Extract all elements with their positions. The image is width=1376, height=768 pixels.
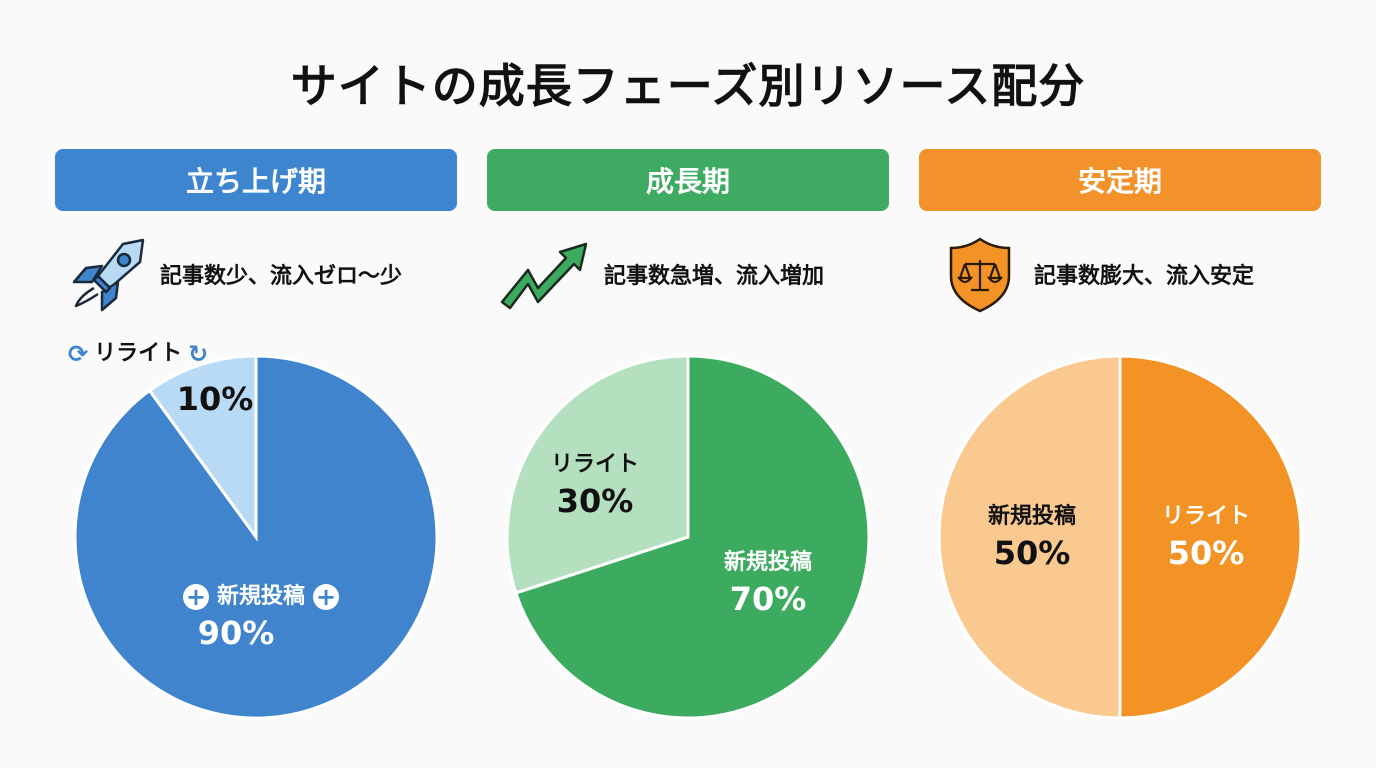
- pie1-rewrite-percent: 10%: [170, 378, 260, 421]
- pie1-new-name: 新規投稿: [216, 584, 305, 609]
- pie3-new-name: 新規投稿: [987, 504, 1076, 529]
- pie3-slice-major: [1118, 354, 1303, 720]
- pie3-rewrite-label: リライト 50%: [1146, 502, 1266, 575]
- pie1-new-value: 90%: [197, 613, 275, 652]
- undo-icon: ↻: [188, 340, 209, 368]
- phase-description-growth: 記事数急増、流入増加: [604, 264, 825, 289]
- refresh-icon: ⟳: [68, 340, 89, 368]
- pie3-rewrite-value: 50%: [1167, 533, 1245, 572]
- pie2-rewrite-name: リライト: [550, 452, 639, 477]
- pie1-rewrite-value: 10%: [176, 380, 254, 418]
- pie1-new-label: + 新規投稿 + 90%: [156, 582, 366, 655]
- pie1-rewrite-label: ⟳ リライト ↻: [68, 338, 208, 370]
- pie2-new-label: 新規投稿 70%: [708, 548, 828, 621]
- phase-description-stable: 記事数膨大、流入安定: [1034, 264, 1255, 289]
- phase-description-launch: 記事数少、流入ゼロ〜少: [160, 264, 403, 289]
- phase-header-stable: 安定期: [919, 149, 1321, 211]
- rocket-icon: [72, 238, 145, 312]
- pie1-slice-minor: [147, 354, 258, 542]
- plus-icon: +: [182, 583, 209, 611]
- phase-header-growth: 成長期: [487, 149, 889, 211]
- pie3-new-value: 50%: [993, 533, 1071, 572]
- pie3-new-label: 新規投稿 50%: [972, 502, 1092, 575]
- pie2-slice-minor: [505, 354, 690, 595]
- pie2-rewrite-label: リライト 30%: [545, 450, 645, 523]
- pie1-rewrite-name: リライト: [94, 341, 183, 367]
- shield-scale-icon: [949, 237, 1011, 313]
- pie2-rewrite-value: 30%: [556, 481, 634, 520]
- pie2-slice-major: [513, 354, 871, 720]
- trend-up-arrow-icon: [500, 242, 588, 310]
- pie3-slice-minor: [937, 354, 1122, 720]
- pie2-new-value: 70%: [729, 579, 807, 618]
- page-title: サイトの成長フェーズ別リソース配分: [290, 59, 1086, 113]
- pie3-rewrite-name: リライト: [1161, 504, 1250, 529]
- pie2-new-name: 新規投稿: [723, 550, 812, 575]
- plus-icon: +: [313, 583, 339, 611]
- phase-header-launch: 立ち上げ期: [55, 149, 457, 211]
